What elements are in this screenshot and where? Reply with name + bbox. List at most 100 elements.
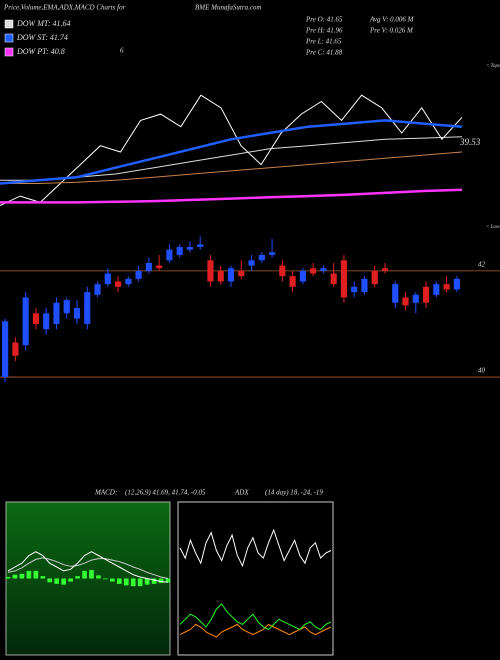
info: Pre V: 0.026 M	[369, 27, 414, 35]
candle-body	[63, 300, 70, 314]
note: 6	[120, 47, 124, 55]
candle-body	[258, 254, 265, 261]
candle-body	[412, 294, 419, 303]
candle-body	[114, 281, 122, 287]
candle-body	[32, 313, 40, 324]
histogram-bar	[19, 573, 25, 579]
histogram-bar	[40, 576, 46, 579]
series-line	[179, 603, 332, 631]
histogram-bar	[103, 578, 108, 580]
histogram-bar	[137, 578, 143, 587]
candle-body	[125, 278, 132, 285]
y-tick-label: 40	[478, 367, 486, 375]
candle-body	[392, 284, 399, 303]
histogram-bar	[68, 578, 73, 582]
candle-body	[73, 308, 81, 319]
series-line	[0, 119, 463, 185]
candle-body	[310, 268, 317, 274]
legend-label: DOW ST: 41.74	[16, 33, 68, 42]
series-line	[179, 528, 332, 568]
histogram-bar	[54, 578, 60, 584]
legend-swatch	[4, 47, 14, 57]
annotation: 39.53	[459, 137, 481, 147]
panel-subtitle: (14 day) 18, -24, -19	[265, 489, 323, 497]
histogram-bar	[158, 578, 164, 584]
candle-body	[453, 278, 460, 290]
candle-body	[351, 286, 358, 293]
candle-body	[12, 342, 19, 356]
histogram-bar	[123, 578, 129, 586]
info: Pre O: 41.65	[305, 16, 343, 24]
annotation: < Tops	[486, 64, 500, 69]
candle-body	[227, 268, 235, 282]
histogram-bar	[151, 578, 157, 584]
candle-body	[422, 286, 430, 303]
candle-body	[340, 260, 348, 298]
candle-body	[22, 297, 29, 346]
candle-body	[94, 284, 101, 295]
histogram-bar	[75, 576, 80, 579]
histogram-bar	[165, 578, 171, 583]
candle-body	[176, 246, 183, 255]
histogram-bar	[96, 575, 101, 579]
candle-body	[217, 270, 224, 282]
candle-body	[268, 252, 276, 255]
candle-body	[299, 270, 306, 282]
histogram-bar	[130, 578, 136, 587]
candle-body	[53, 302, 60, 324]
panel-title: MACD:	[94, 489, 117, 497]
series-line	[7, 557, 169, 579]
histogram-bar	[110, 578, 115, 582]
histogram-bar	[82, 570, 87, 579]
info: Pre C: 41.88	[305, 49, 343, 57]
candle-body	[279, 265, 286, 277]
candle-body	[145, 262, 152, 271]
histogram-bar	[47, 578, 53, 583]
histogram-bar	[116, 578, 122, 584]
candle-body	[443, 284, 450, 290]
candle-body	[371, 270, 378, 285]
candle-body	[330, 273, 337, 285]
series-line	[0, 151, 463, 184]
site-name: BME MunafaSutra.com	[195, 4, 262, 12]
candle-body	[186, 246, 194, 250]
candle-body	[104, 273, 111, 285]
candle-body	[135, 270, 142, 279]
series-line	[0, 94, 463, 206]
panel-title: ADX	[234, 489, 249, 497]
candle-body	[248, 260, 255, 266]
candle-body	[238, 270, 245, 277]
y-tick-label: 42	[478, 260, 486, 268]
legend-label: DOW PT: 40.8	[16, 47, 65, 56]
histogram-bar	[89, 570, 94, 579]
histogram-bar	[144, 578, 150, 585]
candle-body	[166, 249, 173, 261]
legend-swatch	[4, 19, 14, 29]
candle-body	[433, 284, 440, 295]
candle-body	[207, 260, 214, 282]
candle-body	[381, 268, 389, 271]
candle-body	[320, 268, 327, 271]
candle-body	[402, 297, 409, 306]
series-line	[0, 136, 463, 181]
histogram-bar	[5, 576, 11, 579]
series-line	[7, 551, 169, 583]
candle-body	[197, 244, 204, 247]
candle-body	[2, 321, 9, 378]
histogram-bar	[33, 570, 39, 579]
series-line	[0, 188, 463, 204]
series-line	[179, 623, 332, 638]
legend-swatch	[4, 33, 14, 43]
info: Pre L: 41.65	[305, 38, 342, 46]
histogram-bar	[61, 578, 66, 585]
candle-body	[156, 265, 163, 269]
candle-body	[289, 276, 296, 287]
histogram-bar	[26, 570, 32, 579]
info: Pre H: 41.96	[305, 27, 343, 35]
info: Avg V: 0.006 M	[369, 16, 415, 24]
macd-panel	[5, 501, 171, 656]
candle-body	[43, 313, 50, 330]
panel-subtitle: (12,26,9) 41.69, 41.74, -0.05	[125, 489, 206, 497]
